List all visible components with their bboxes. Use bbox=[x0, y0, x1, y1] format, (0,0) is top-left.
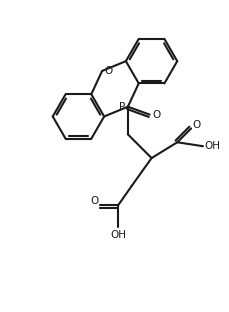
Text: O: O bbox=[152, 110, 160, 119]
Text: O: O bbox=[191, 120, 199, 130]
Text: O: O bbox=[104, 66, 112, 76]
Text: OH: OH bbox=[204, 141, 220, 151]
Text: O: O bbox=[90, 196, 98, 206]
Text: P: P bbox=[118, 102, 125, 112]
Text: OH: OH bbox=[109, 230, 125, 240]
